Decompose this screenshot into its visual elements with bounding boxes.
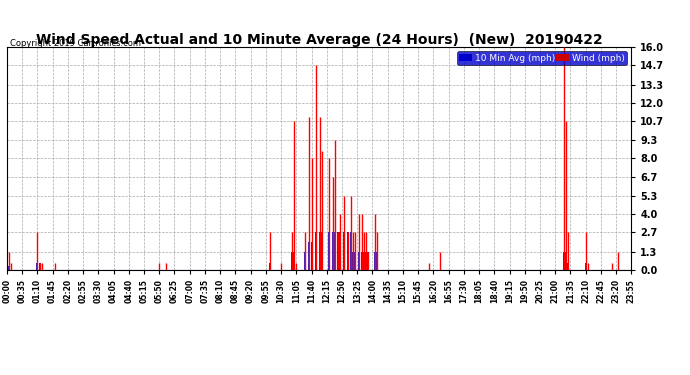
Legend: 10 Min Avg (mph), Wind (mph): 10 Min Avg (mph), Wind (mph) [457,51,627,65]
Title: Wind Speed Actual and 10 Minute Average (24 Hours)  (New)  20190422: Wind Speed Actual and 10 Minute Average … [36,33,602,47]
Text: Copyright 2019 Cartronics.com: Copyright 2019 Cartronics.com [10,39,141,48]
